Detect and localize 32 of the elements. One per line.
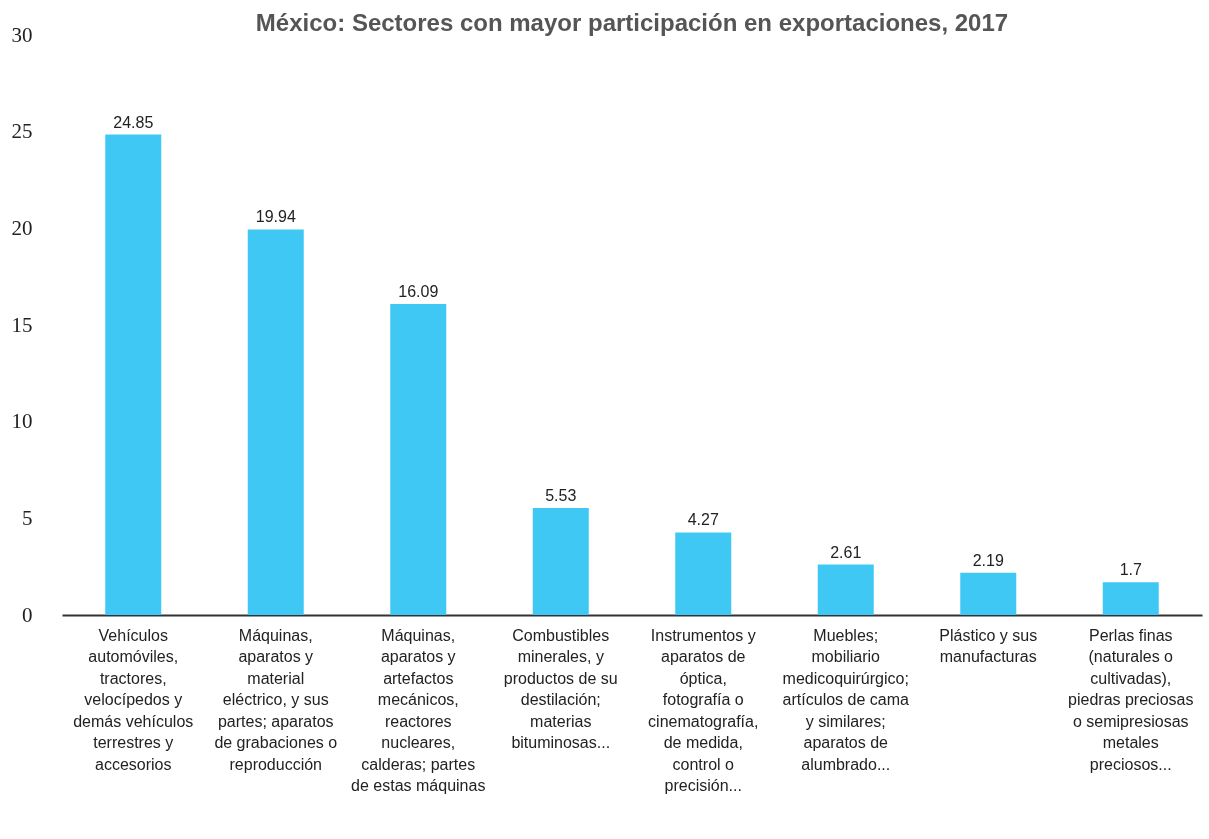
data-label: 16.09: [398, 282, 439, 300]
chart-title: México: Sectores con mayor participación en exportaciones, 2017: [255, 9, 1009, 36]
x-tick-label: Muebles; mobiliario medicoquirúrgico; artículos de cama y similares; aparatos de alumbrado...: [782, 626, 909, 773]
bar: [390, 303, 447, 615]
bar: [1102, 582, 1159, 615]
bar: [247, 229, 304, 615]
bar: [960, 572, 1017, 615]
y-tick-label: 15: [11, 312, 33, 337]
bar: [532, 508, 589, 615]
x-tick-label: Plástico y sus manufacturas: [939, 626, 1038, 665]
y-tick-label: 25: [11, 119, 33, 144]
bar: [105, 134, 162, 615]
data-label: 1.7: [1119, 561, 1142, 579]
x-tick-label: Instrumentos y aparatos de óptica, fotografía o cinematografía, de medida, control o precisión...: [648, 626, 759, 794]
data-label: 2.19: [972, 551, 1004, 569]
y-tick-label: 20: [11, 215, 33, 240]
data-label: 5.53: [545, 487, 577, 505]
bar: [675, 532, 732, 615]
y-tick-label: 10: [11, 409, 33, 434]
bar: [817, 564, 874, 615]
y-tick-label: 30: [11, 22, 33, 47]
data-label: 24.85: [113, 113, 154, 131]
x-tick-label: Perlas finas (naturales o cultivadas), piedras preciosas o semipresiosas metales preciosos...: [1068, 626, 1194, 773]
y-tick-label: 0: [22, 602, 33, 627]
data-label: 19.94: [255, 208, 296, 226]
x-tick-label: Combustibles minerales, y productos de su destilación; materias bituminosas...: [503, 626, 618, 751]
y-tick-label: 5: [22, 505, 33, 530]
x-tick-label: Máquinas, aparatos y artefactos mecánicos, reactores nucleares, calderas; partes de estas máquinas: [351, 626, 486, 794]
x-tick-label: Máquinas, aparatos y material eléctrico, y sus partes; aparatos de grabaciones o reproducción: [214, 626, 338, 773]
data-label: 2.61: [830, 543, 862, 561]
data-label: 4.27: [687, 511, 719, 529]
x-tick-label: Vehículos automóviles, tractores, velocípedos y demás vehículos terrestres y accesorios: [73, 626, 194, 773]
